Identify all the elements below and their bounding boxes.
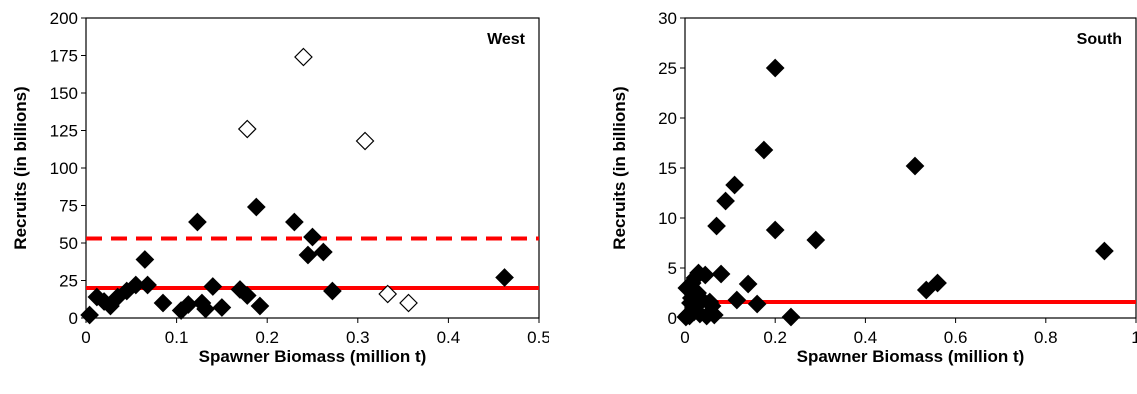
- west-chart: 0 25 50 75 100 125 150 175 200 0 0.1 0.2 0.3 0.4 0.5 Sp…: [11, 9, 549, 366]
- west-y-tick-label: 200: [50, 9, 78, 28]
- west-point-filled: [212, 298, 232, 317]
- south-point-filled: [765, 220, 785, 240]
- south-point-filled: [781, 307, 801, 327]
- west-point-filled: [135, 250, 155, 269]
- south-y-tick-label: 25: [658, 59, 677, 78]
- west-x-tick-label: 0.3: [346, 328, 370, 347]
- west-point-filled: [188, 212, 207, 232]
- south-point-filled: [1095, 241, 1114, 261]
- west-y-tick-label: 50: [59, 234, 78, 253]
- west-x-tick-label: 0: [81, 328, 90, 347]
- south-point-filled: [738, 274, 758, 294]
- west-x-tick-label: 0.5: [527, 328, 549, 347]
- west-y-tick-label: 175: [50, 47, 78, 66]
- south-point-filled: [707, 216, 726, 236]
- west-y-axis-title: Recruits (in billions): [11, 86, 30, 249]
- south-y-tick-label: 10: [658, 209, 677, 228]
- west-point-filled: [298, 245, 318, 265]
- west-point-filled: [303, 227, 322, 247]
- south-y-tick-label: 15: [658, 159, 677, 178]
- south-point-filled: [916, 280, 936, 300]
- west-point-filled: [323, 281, 342, 301]
- west-y-tick-label: 75: [59, 197, 78, 216]
- south-x-tick-label: 0: [680, 328, 689, 347]
- west-point-filled: [203, 277, 223, 296]
- south-point-filled: [704, 305, 724, 325]
- south-x-tick-label: 0.8: [1034, 328, 1058, 347]
- west-point-filled: [285, 212, 304, 232]
- south-point-filled: [695, 265, 715, 285]
- west-y-tick-label: 125: [50, 122, 78, 141]
- south-x-tick-label: 0.6: [944, 328, 968, 347]
- south-y-tick-label: 5: [668, 259, 677, 278]
- south-point-filled: [711, 264, 731, 284]
- south-chart: 0 5 10 15 20 25 30 0 0.2 0.4 0.6 0.8 1 Spawner Biomas…: [610, 9, 1137, 366]
- south-point-filled: [727, 290, 747, 310]
- south-y-tick-label: 20: [658, 109, 677, 128]
- south-y-tick-label: 30: [658, 9, 677, 28]
- west-panel-label: West: [487, 31, 526, 48]
- south-x-tick-label: 0.2: [763, 328, 787, 347]
- west-point-filled: [196, 299, 215, 319]
- south-y-tick-label: 0: [668, 309, 677, 328]
- west-y-tick-label: 0: [69, 309, 78, 328]
- west-point-filled: [246, 197, 266, 217]
- west-point-open: [294, 47, 313, 67]
- south-point-filled: [716, 191, 735, 211]
- south-point-filled: [725, 175, 744, 195]
- south-panel-label: South: [1077, 31, 1122, 48]
- west-point-filled: [250, 296, 270, 316]
- west-point-open: [378, 284, 398, 304]
- west-x-tick-label: 0.4: [437, 328, 461, 347]
- west-point-filled: [495, 268, 514, 287]
- south-point-filled: [747, 294, 767, 314]
- south-y-axis-title: Recruits (in billions): [610, 86, 629, 249]
- south-x-axis-title: Spawner Biomass (million t): [797, 347, 1025, 366]
- west-x-tick-label: 0.1: [165, 328, 189, 347]
- west-point-filled: [237, 286, 257, 305]
- south-x-tick-label: 0.4: [854, 328, 878, 347]
- west-point-filled: [153, 293, 173, 313]
- west-point-open: [237, 119, 257, 139]
- west-point-open: [355, 131, 375, 151]
- south-point-filled: [905, 156, 925, 176]
- south-point-filled: [806, 230, 826, 250]
- south-point-filled: [928, 273, 947, 293]
- west-y-tick-label: 25: [59, 272, 78, 291]
- west-point-filled: [314, 242, 333, 262]
- west-y-tick-label: 100: [50, 159, 78, 178]
- west-plot-frame: [85, 17, 540, 319]
- south-point-filled: [765, 58, 785, 78]
- west-y-tick-label: 150: [50, 84, 78, 103]
- south-point-filled: [754, 140, 774, 160]
- west-point-filled: [138, 275, 157, 295]
- west-x-tick-label: 0.2: [255, 328, 279, 347]
- west-x-axis-title: Spawner Biomass (million t): [199, 347, 427, 366]
- west-point-open: [399, 293, 418, 313]
- west-point-filled: [80, 305, 99, 325]
- south-x-tick-label: 1: [1131, 328, 1137, 347]
